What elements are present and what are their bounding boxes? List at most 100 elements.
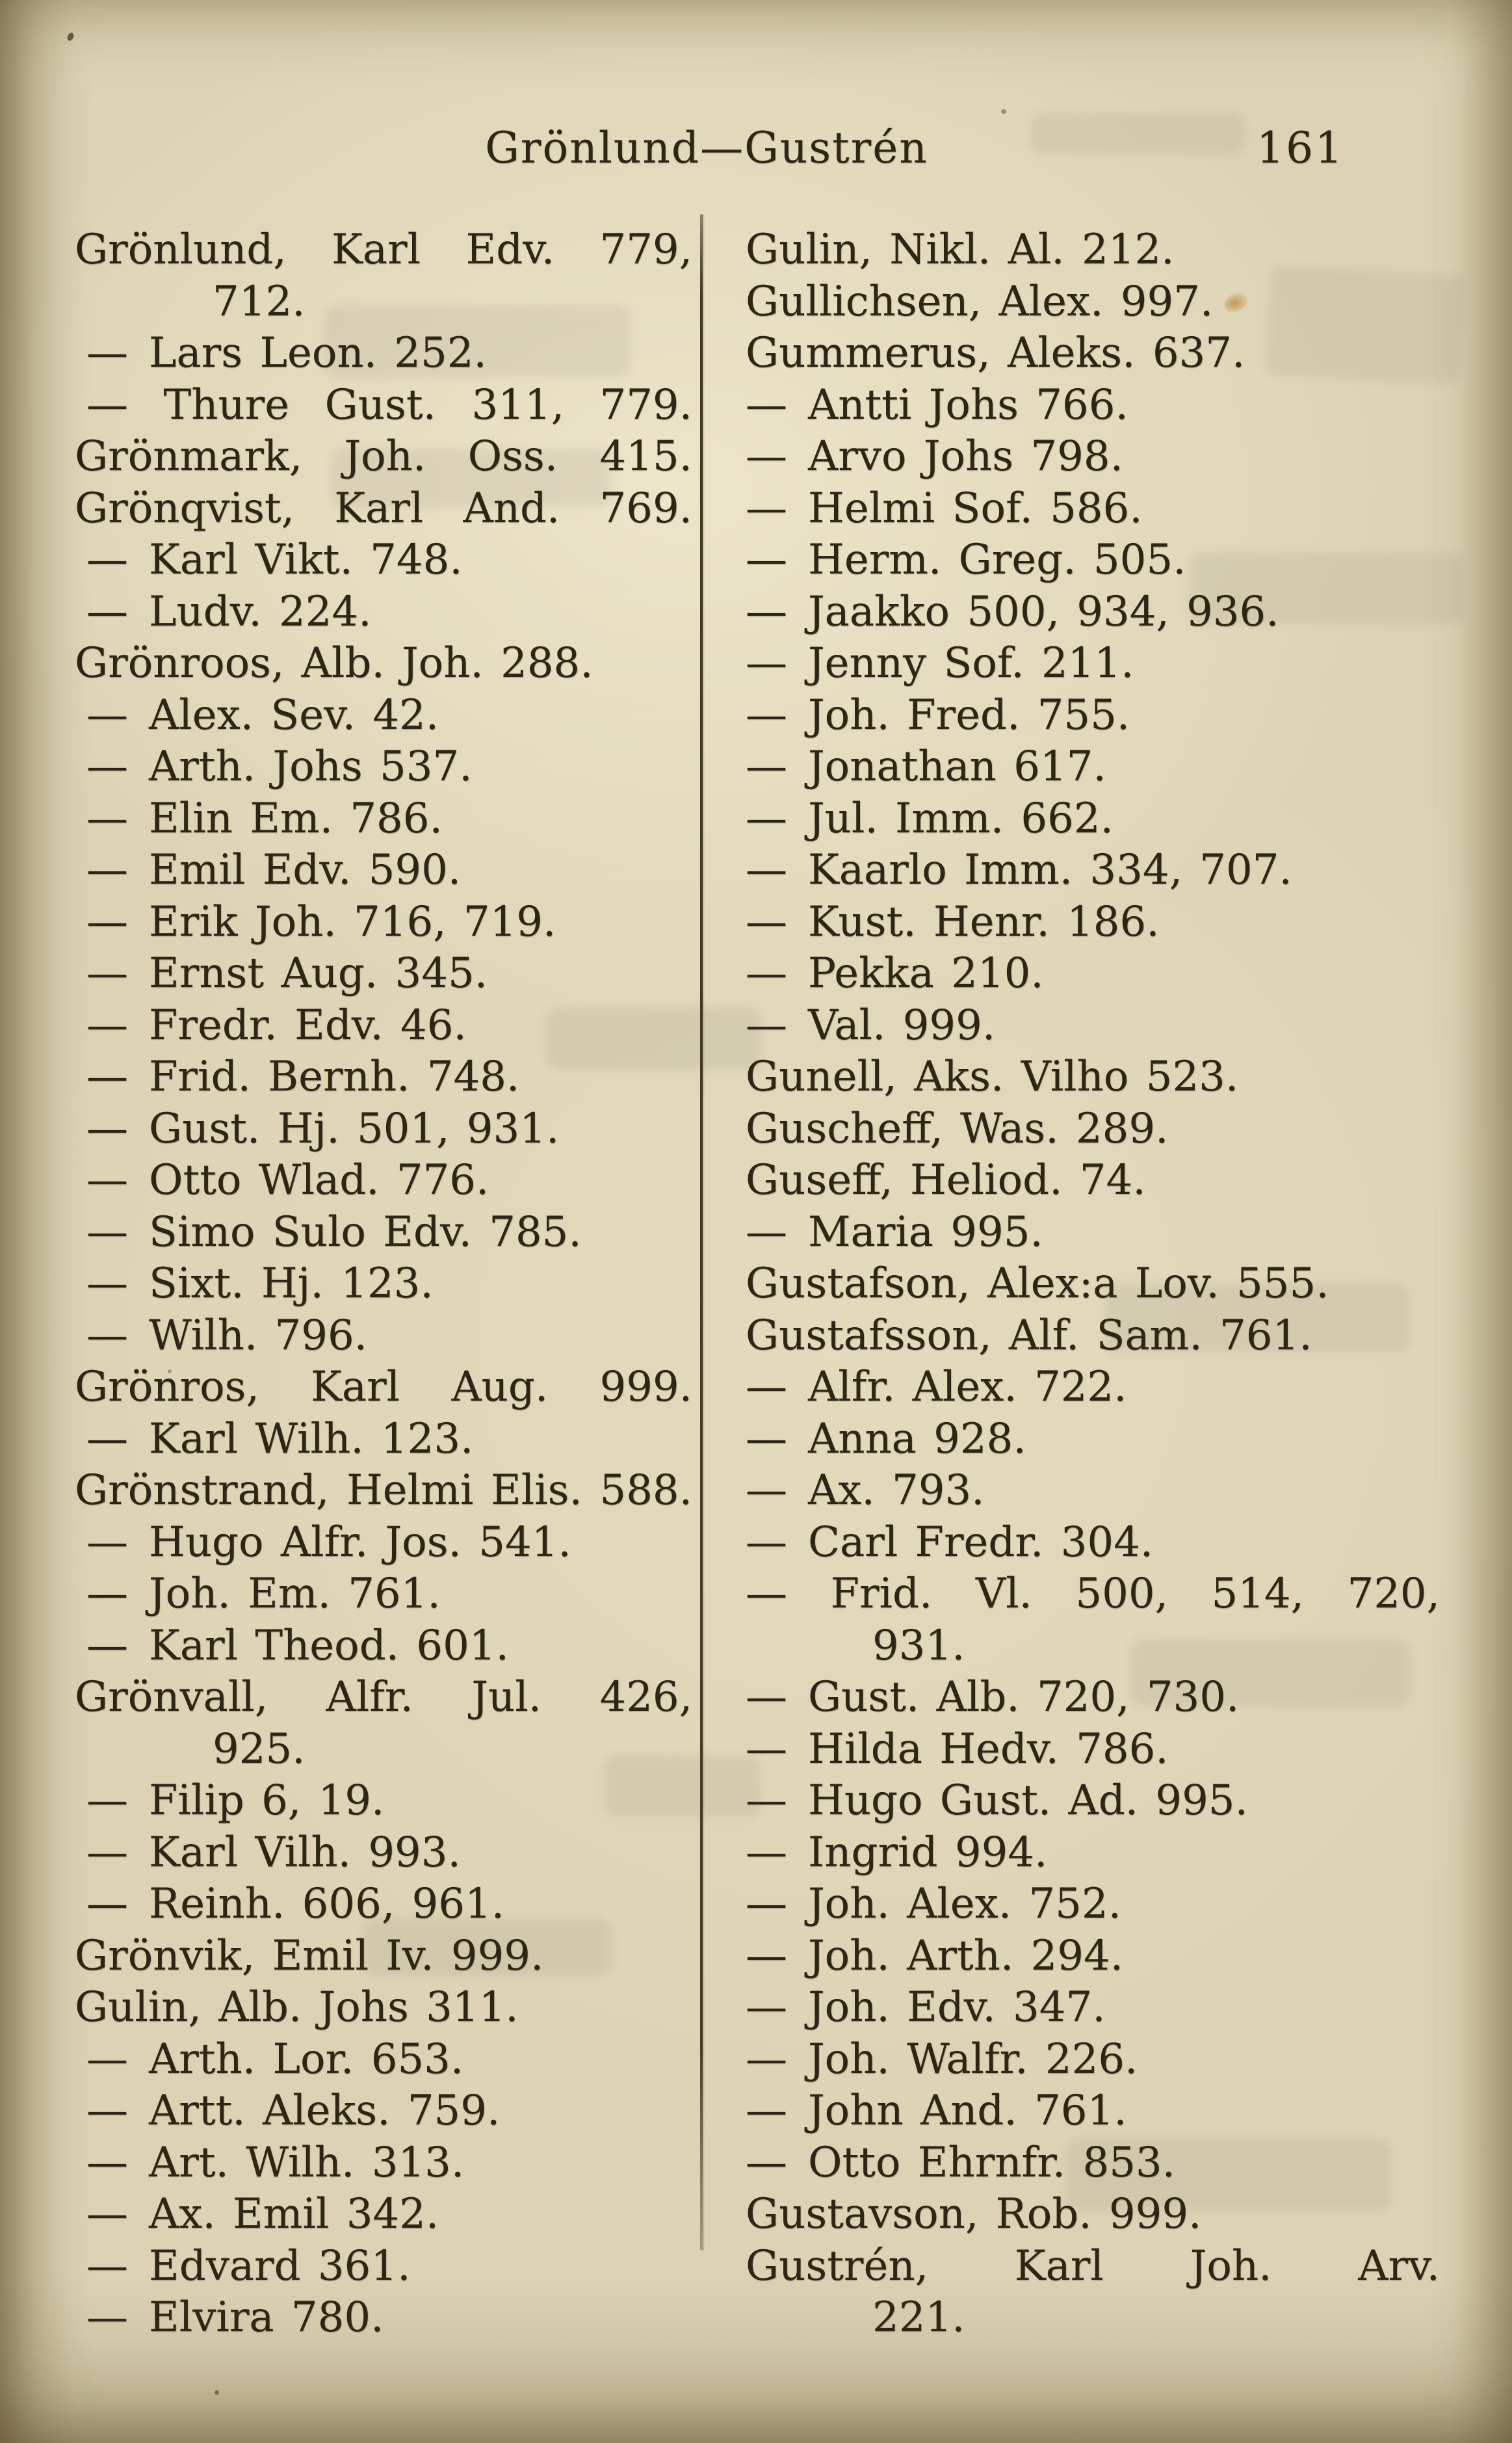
index-entry: — Herm. Greg. 505. (746, 535, 1440, 587)
index-entry: Gulin, Nikl. Al. 212. (746, 224, 1440, 276)
entry-line: Gustafson, Alex:a Lov. 555. (746, 1260, 1329, 1308)
entry-continuation-line: 712. (213, 277, 306, 326)
index-entry: — Hugo Alfr. Jos. 541. (75, 1517, 692, 1569)
index-entry: — Joh. Arth. 294. (746, 1931, 1440, 1983)
index-entry: — Ax. 793. (746, 1465, 1440, 1517)
entry-line: — Arth. Lor. 653. (86, 2035, 464, 2083)
index-entry: Guscheff, Was. 289. (746, 1103, 1440, 1155)
index-entry: — Alex. Sev. 42. (75, 690, 692, 742)
entry-line: — Frid. Vl. 500, 514, 720, (746, 1570, 1440, 1618)
index-entry: Gulin, Alb. Johs 311. (75, 1982, 692, 2034)
entry-line: Grönros, Karl Aug. 999. (75, 1363, 692, 1411)
index-entry: — Thure Gust. 311, 779. (75, 380, 692, 432)
entry-line: — Jul. Imm. 662. (746, 794, 1114, 843)
index-entry: Grönstrand, Helmi Elis. 588. (75, 1465, 692, 1517)
index-entry: — Jenny Sof. 211. (746, 638, 1440, 690)
index-entry: — Emil Edv. 590. (75, 845, 692, 897)
page-title: Grönlund—Gustrén (485, 123, 928, 173)
index-entry: — Erik Joh. 716, 719. (75, 897, 692, 949)
entry-line: — Val. 999. (746, 1001, 996, 1050)
entry-line: — Alex. Sev. 42. (86, 691, 439, 739)
index-entry: — Arth. Johs 537. (75, 741, 692, 793)
index-entry: Grönvall, Alfr. Jul. 426, 925. (75, 1672, 692, 1775)
entry-line: — Sixt. Hj. 123. (86, 1260, 434, 1308)
index-entry: Grönros, Karl Aug. 999. (75, 1362, 692, 1414)
index-entry: — Jul. Imm. 662. (746, 793, 1440, 845)
entry-line: — Joh. Alex. 752. (746, 1880, 1121, 1928)
index-entry: — Ludv. 224. (75, 587, 692, 639)
index-entry: Gullichsen, Alex. 997. (746, 276, 1440, 328)
entry-line: Grönroos, Alb. Joh. 288. (75, 639, 593, 687)
entry-line: — Otto Ehrnfr. 853. (746, 2138, 1175, 2187)
entry-line: Guseff, Heliod. 74. (746, 1156, 1146, 1204)
entry-line: — Karl Vilh. 993. (86, 1828, 461, 1877)
index-column-left: Grönlund, Karl Edv. 779, 712. — Lars Leon. 25… (75, 224, 692, 2344)
index-entry: — Joh. Edv. 347. (746, 1982, 1440, 2034)
index-entry: — Gust. Hj. 501, 931. (75, 1103, 692, 1155)
index-entry: — Karl Vikt. 748. (75, 535, 692, 587)
index-entry: — Frid. Vl. 500, 514, 720, 931. (746, 1568, 1440, 1672)
index-entry: — Helmi Sof. 586. (746, 483, 1440, 535)
entry-line: Grönvik, Emil Iv. 999. (75, 1931, 544, 1980)
paper-speck (1001, 109, 1006, 114)
entry-line: — Kust. Henr. 186. (746, 897, 1160, 946)
index-entry: — Fredr. Edv. 46. (75, 1000, 692, 1052)
index-entry: — Frid. Bernh. 748. (75, 1051, 692, 1103)
entry-line: Grönmark, Joh. Oss. 415. (75, 432, 692, 481)
index-entry: — Gust. Alb. 720, 730. (746, 1672, 1440, 1724)
index-entry: — Carl Fredr. 304. (746, 1517, 1440, 1569)
index-entry: — Antti Johs 766. (746, 380, 1440, 432)
index-entry: — Maria 995. (746, 1207, 1440, 1259)
entry-line: Gulin, Alb. Johs 311. (75, 1983, 519, 2031)
index-entry: — Hilda Hedv. 786. (746, 1724, 1440, 1776)
index-entry: — Karl Wilh. 123. (75, 1414, 692, 1466)
entry-line: Gustavson, Rob. 999. (746, 2190, 1202, 2238)
entry-line: Gunell, Aks. Vilho 523. (746, 1053, 1239, 1101)
entry-line: — Fredr. Edv. 46. (86, 1001, 467, 1050)
entry-line: Grönvall, Alfr. Jul. 426, (75, 1673, 692, 1721)
index-entry: — Joh. Alex. 752. (746, 1879, 1440, 1931)
index-entry: — Wilh. 796. (75, 1310, 692, 1362)
entry-line: — Otto Wlad. 776. (86, 1156, 489, 1204)
index-entry: — Art. Wilh. 313. (75, 2137, 692, 2189)
page-number: 161 (1257, 123, 1344, 173)
entry-line: — Simo Sulo Edv. 785. (86, 1208, 582, 1256)
index-entry: — Sixt. Hj. 123. (75, 1258, 692, 1310)
entry-line: Gummerus, Aleks. 637. (746, 329, 1245, 377)
paper-speck (215, 2390, 219, 2395)
entry-line: Gullichsen, Alex. 997. (746, 277, 1214, 326)
index-entry: Grönlund, Karl Edv. 779, 712. (75, 224, 692, 328)
entry-line: — Reinh. 606, 961. (86, 1880, 504, 1928)
entry-line: — Anna 928. (746, 1414, 1026, 1463)
entry-line: — Erik Joh. 716, 719. (86, 897, 556, 946)
entry-line: — Lars Leon. 252. (86, 329, 487, 377)
index-entry: — Artt. Aleks. 759. (75, 2085, 692, 2137)
index-entry: — Karl Vilh. 993. (75, 1827, 692, 1879)
entry-line: — Kaarlo Imm. 334, 707. (746, 846, 1292, 894)
entry-line: — Joh. Fred. 755. (746, 691, 1130, 739)
entry-line: Gustafsson, Alf. Sam. 761. (746, 1311, 1312, 1360)
entry-line: — Jenny Sof. 211. (746, 639, 1134, 687)
index-entry: — Ingrid 994. (746, 1827, 1440, 1879)
entry-line: — Karl Wilh. 123. (86, 1414, 474, 1463)
entry-line: — Elin Em. 786. (86, 794, 443, 843)
entry-line: — Ludv. 224. (86, 587, 372, 636)
paper-speck (66, 31, 75, 42)
index-entry: — Elin Em. 786. (75, 793, 692, 845)
index-entry: — Arvo Johs 798. (746, 431, 1440, 483)
index-entry: Gunell, Aks. Vilho 523. (746, 1051, 1440, 1103)
entry-continuation-line: 931. (872, 1621, 965, 1670)
entry-line: — Ingrid 994. (746, 1828, 1048, 1877)
index-entry: — Joh. Fred. 755. (746, 690, 1440, 742)
index-entry: — Joh. Em. 761. (75, 1568, 692, 1620)
index-entry: — John And. 761. (746, 2085, 1440, 2137)
entry-line: — Herm. Greg. 505. (746, 536, 1186, 584)
entry-continuation-line: 925. (213, 1724, 306, 1773)
column-divider (700, 215, 703, 2250)
index-entry: Gummerus, Aleks. 637. (746, 328, 1440, 380)
index-entry: — Elvira 780. (75, 2292, 692, 2344)
entry-line: — Hugo Alfr. Jos. 541. (86, 1518, 571, 1566)
entry-line: Guscheff, Was. 289. (746, 1104, 1169, 1153)
entry-line: — Ax. 793. (746, 1466, 985, 1514)
